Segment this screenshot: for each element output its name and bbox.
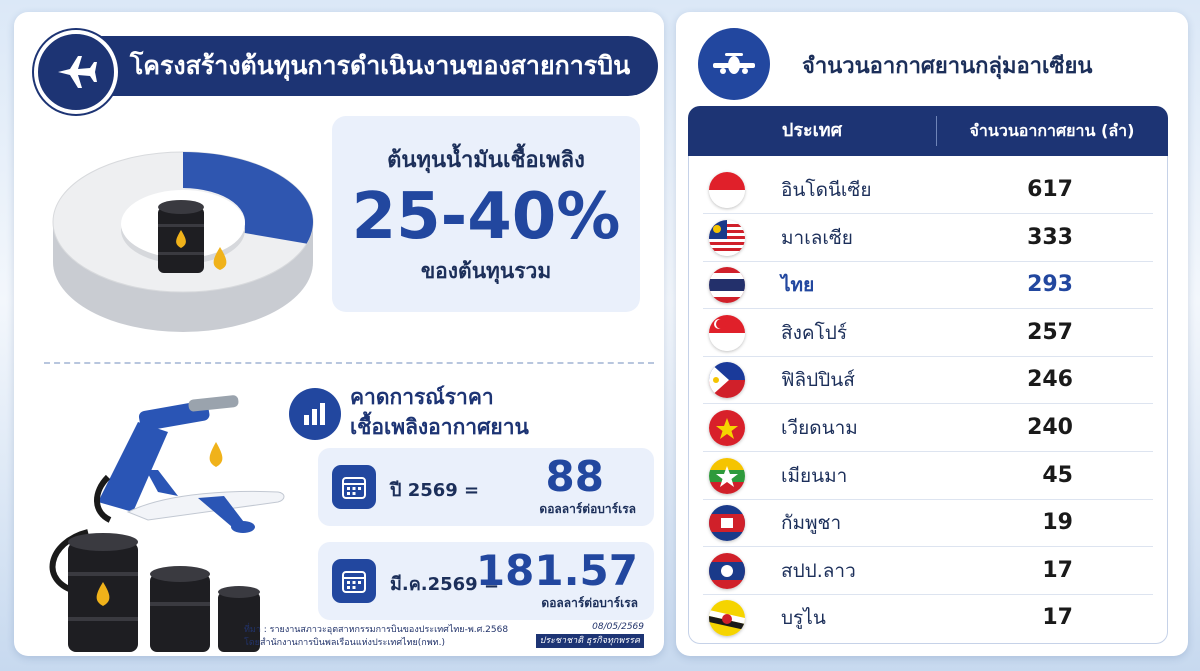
aircraft-count: 240 <box>1027 415 1073 440</box>
publish-date: 08/05/2569 ประชาชาติ ธุรกิจทุกพรรค <box>535 620 644 648</box>
fuel-nozzle-icon <box>94 395 239 523</box>
table-row: บรูไน 17 <box>689 594 1167 642</box>
aircraft-count: 293 <box>1027 272 1073 298</box>
country-name: กัมพูชา <box>781 512 842 535</box>
forecast-label: ปี 2569 = <box>390 480 480 501</box>
column-country: ประเทศ <box>781 120 843 141</box>
forecast-unit: ดอลลาร์ต่อบาร์เรล <box>539 502 636 516</box>
table-row: สิงคโปร์ 257 <box>689 309 1167 357</box>
publisher-logo: ประชาชาติ ธุรกิจทุกพรรค <box>535 634 644 648</box>
aircraft-count: 333 <box>1027 224 1073 250</box>
country-name: สปป.ลาว <box>781 559 856 582</box>
aircraft-count: 17 <box>1042 605 1073 631</box>
airplane-illustration <box>126 470 285 533</box>
country-name: เมียนมา <box>781 464 848 487</box>
forecast-item-year: ปี 2569 = 88 ดอลลาร์ต่อบาร์เรล <box>318 448 654 526</box>
aircraft-count: 19 <box>1042 510 1073 536</box>
aircraft-table: อินโดนีเซีย 617 มาเลเซีย 333 ไทย 293 สิงคโปร์ 2… <box>688 156 1168 644</box>
forecast-value: 181.57 <box>475 546 638 595</box>
calendar-icon <box>332 465 376 509</box>
indonesia-flag-icon <box>709 172 745 208</box>
philippines-flag-icon <box>709 362 745 399</box>
asean-title: จำนวนอากาศยานกลุ่มอาเซียน <box>802 54 1093 79</box>
country-name: ไทย <box>781 274 815 297</box>
laos-flag-icon <box>709 552 745 589</box>
aircraft-count: 246 <box>1027 367 1073 393</box>
table-row: สปป.ลาว 17 <box>689 547 1167 595</box>
page-title: โครงสร้างต้นทุนการดำเนินงานของสายการบิน <box>129 51 631 80</box>
fuel-cost-percent: 25-40% <box>351 180 621 254</box>
column-count: จำนวนอากาศยาน (ลำ) <box>969 121 1135 140</box>
chart-icon <box>289 388 341 440</box>
forecast-item-month: มี.ค.2569 = 181.57 ดอลลาร์ต่อบาร์เรล <box>318 542 654 620</box>
fuel-illustration <box>38 392 308 654</box>
forecast-unit: ดอลลาร์ต่อบาร์เรล <box>541 596 638 610</box>
aircraft-count: 617 <box>1027 177 1073 202</box>
fuel-cost-box: ต้นทุนน้ำมันเชื้อเพลิง 25-40% ของต้นทุนร… <box>332 116 640 312</box>
forecast-label: มี.ค.2569 = <box>390 574 500 595</box>
source-line1: ที่มา : รายงานสภาวะอุตสาหกรรมการบินของปร… <box>244 625 509 635</box>
airplane-front-icon <box>698 28 770 100</box>
table-row: ไทย 293 <box>689 261 1167 310</box>
cost-donut <box>38 112 328 342</box>
forecast-title: คาดการณ์ราคา เชื้อเพลิงอากาศยาน <box>350 382 529 442</box>
left-header-bar <box>54 36 658 96</box>
table-row: มาเลเซีย 333 <box>689 214 1167 262</box>
oil-barrel-icon <box>158 200 227 273</box>
airplane-icon <box>34 30 118 114</box>
singapore-flag-icon <box>709 314 745 351</box>
asean-aircraft-panel: จำนวนอากาศยานกลุ่มอาเซียน ประเทศ จำนวนอา… <box>676 12 1188 656</box>
table-row: กัมพูชา 19 <box>689 499 1167 548</box>
aircraft-count: 45 <box>1042 462 1073 488</box>
table-row: อินโดนีเซีย 617 <box>689 166 1167 214</box>
forecast-value: 88 <box>545 452 604 501</box>
fuel-cost-sub: ของต้นทุนรวม <box>420 259 552 283</box>
country-name: สิงคโปร์ <box>781 321 848 344</box>
brunei-flag-icon <box>709 600 745 637</box>
thailand-flag-icon <box>709 267 745 304</box>
source-line2: โดยสำนักงานการบินพลเรือนแห่งประเทศไทย(กพ… <box>244 638 445 648</box>
cambodia-flag-icon <box>709 505 745 542</box>
aircraft-count: 257 <box>1027 319 1073 345</box>
aircraft-count: 17 <box>1042 557 1073 583</box>
country-name: บรูไน <box>781 607 826 630</box>
table-row: เวียดนาม 240 <box>689 404 1167 452</box>
country-name: ฟิลิปปินส์ <box>781 369 855 392</box>
oil-barrels <box>68 533 260 652</box>
calendar-icon <box>332 559 376 603</box>
table-header: ประเทศ จำนวนอากาศยาน (ลำ) <box>688 106 1168 156</box>
forecast-title-line2: เชื้อเพลิงอากาศยาน <box>350 415 529 439</box>
forecast-title-line1: คาดการณ์ราคา <box>350 385 494 409</box>
malaysia-flag-icon <box>709 219 745 256</box>
fuel-cost-label: ต้นทุนน้ำมันเชื้อเพลิง <box>387 148 585 173</box>
divider <box>44 362 654 364</box>
country-name: เวียดนาม <box>781 417 858 439</box>
country-name: มาเลเซีย <box>781 226 853 249</box>
source-note: ที่มา : รายงานสภาวะอุตสาหกรรมการบินของปร… <box>244 624 508 650</box>
date-text: 08/05/2569 <box>592 622 644 632</box>
myanmar-flag-icon <box>709 457 745 494</box>
country-name: อินโดนีเซีย <box>781 179 872 201</box>
table-row: เมียนมา 45 <box>689 452 1167 500</box>
vietnam-flag-icon <box>709 410 745 446</box>
table-row: ฟิลิปปินส์ 246 <box>689 356 1167 405</box>
airline-cost-panel: โครงสร้างต้นทุนการดำเนินงานของสายการบิน … <box>14 12 664 656</box>
